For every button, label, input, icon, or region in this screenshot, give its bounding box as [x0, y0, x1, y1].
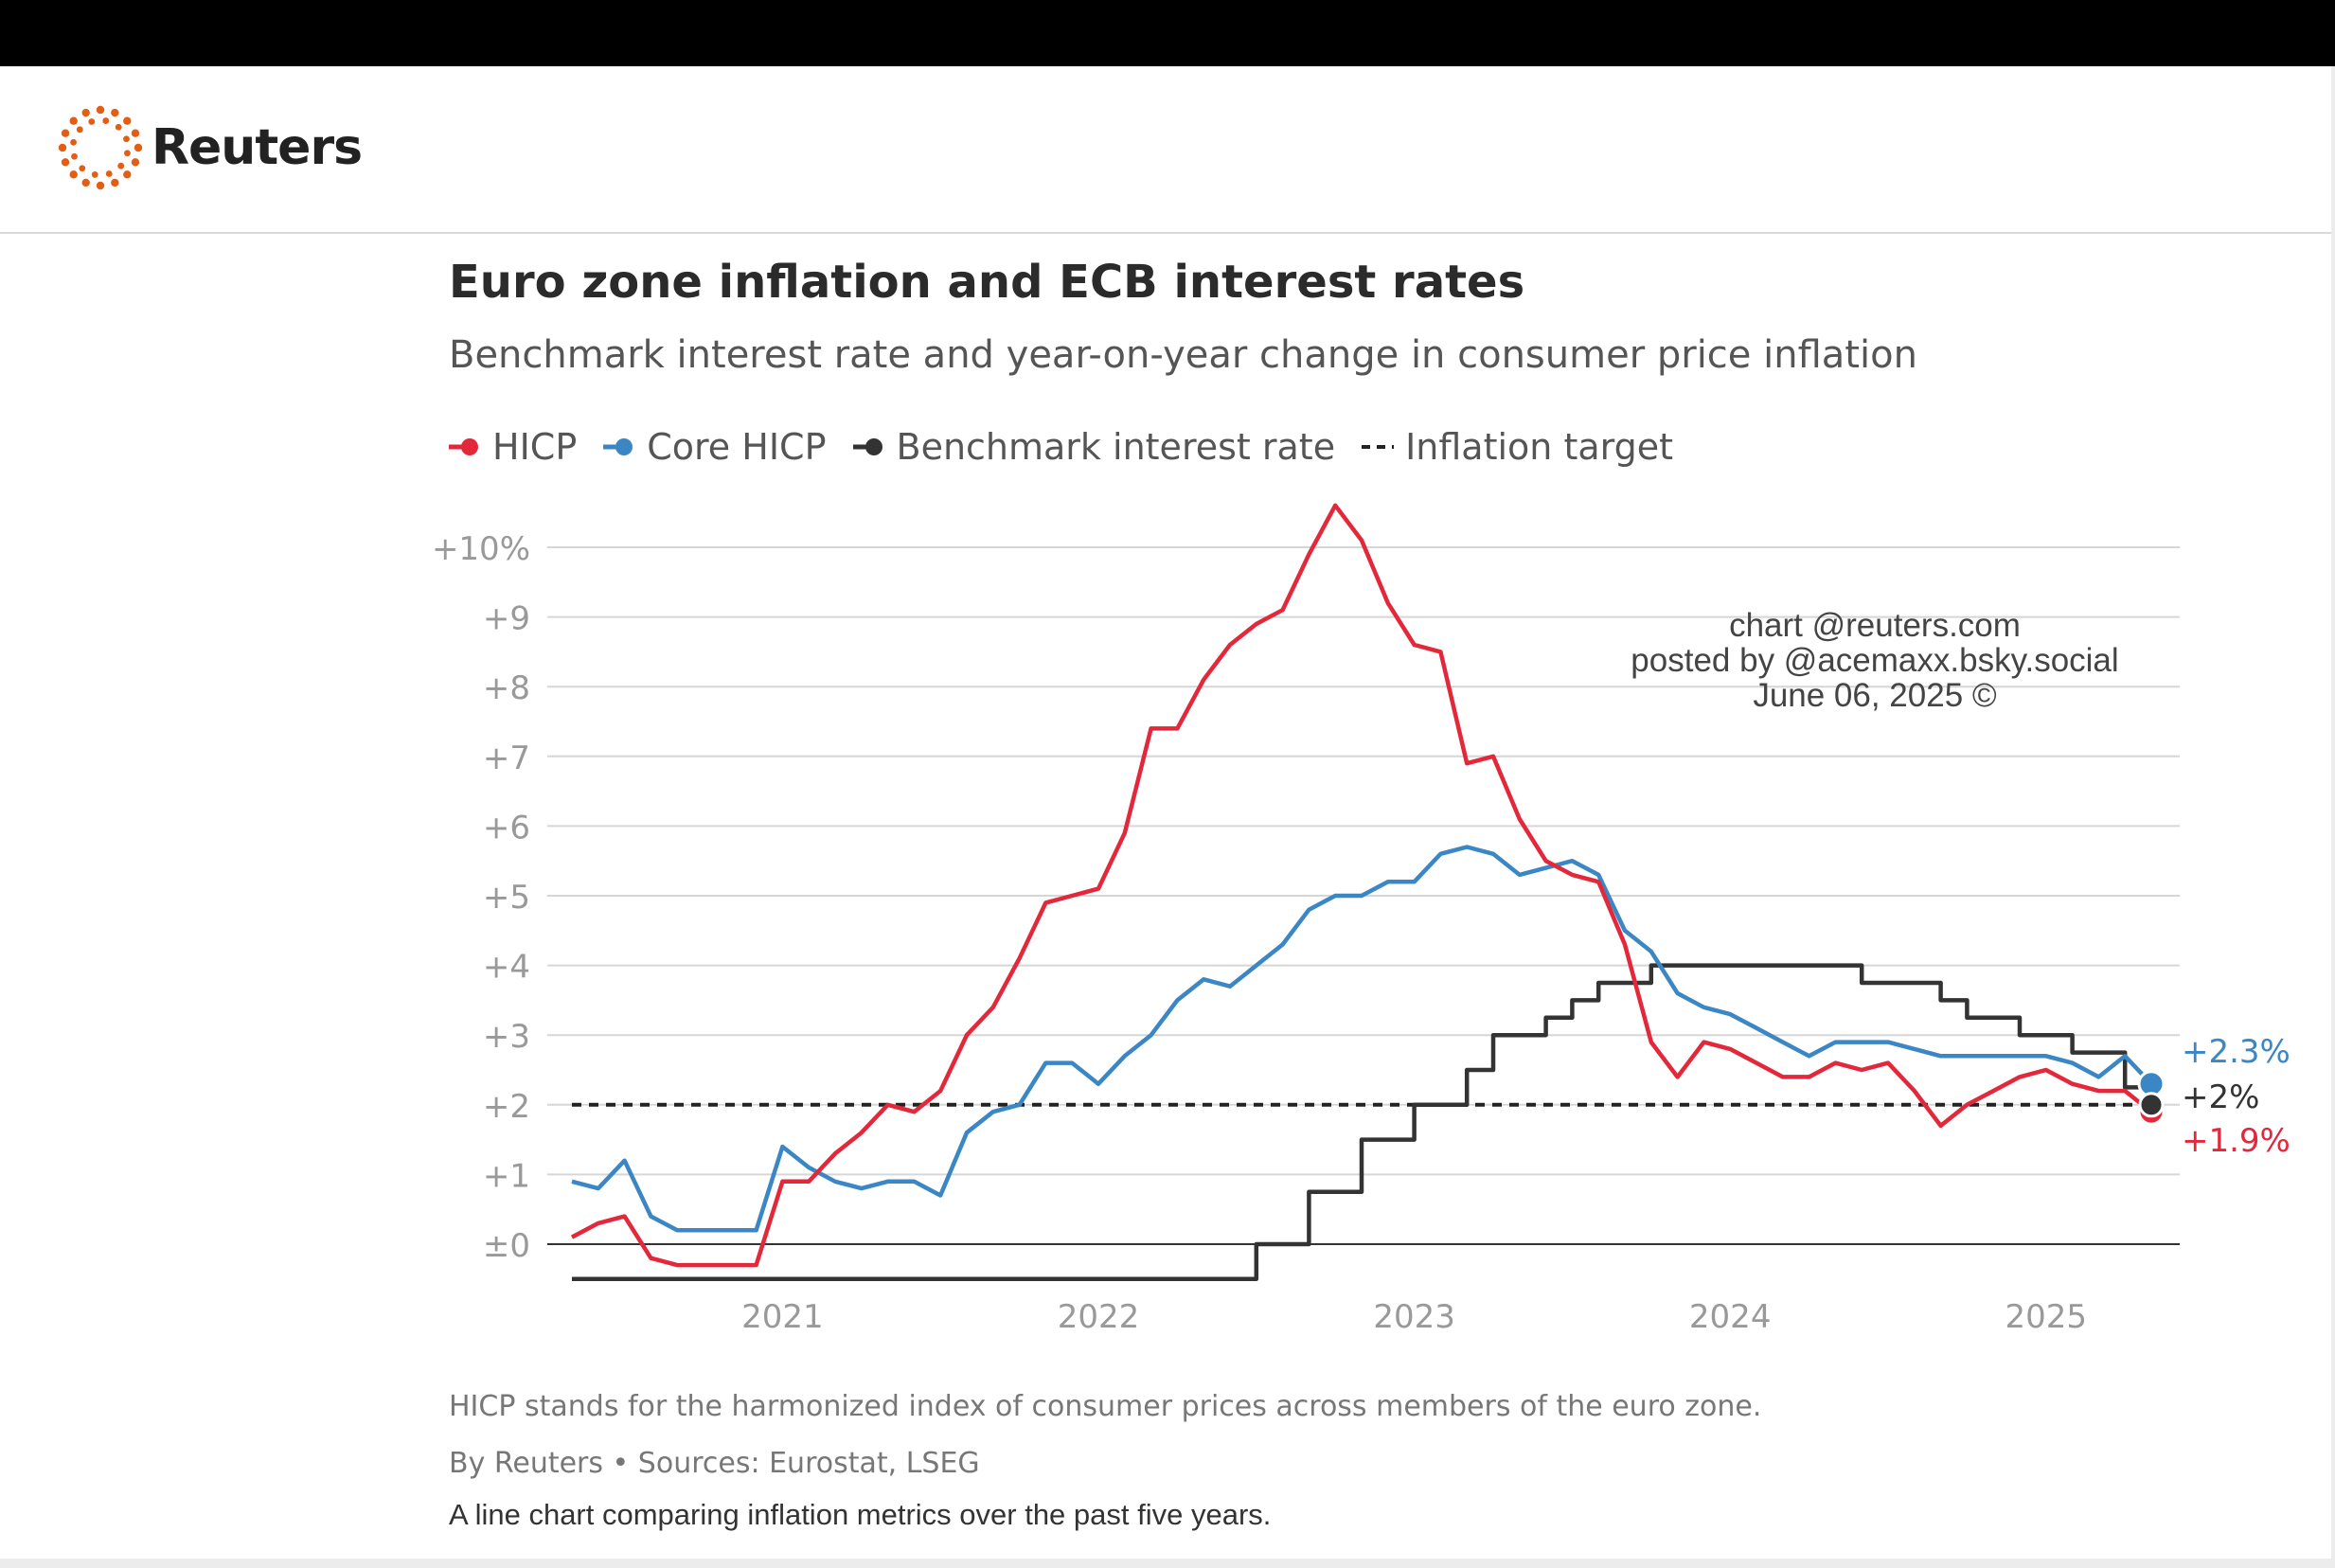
logo-dot — [69, 170, 78, 179]
logo-dot — [111, 178, 119, 187]
logo-dot — [61, 129, 70, 137]
logo-wordmark: Reuters — [152, 119, 363, 176]
chart-credit: By Reuters • Sources: Eurostat, LSEG — [449, 1447, 980, 1480]
legend-label: Core HICP — [647, 426, 827, 468]
logo-dot — [111, 108, 119, 117]
logo-dot — [76, 126, 83, 134]
logo-dot — [81, 178, 90, 187]
logo-dot — [71, 152, 78, 160]
end-value-label: +2% — [2182, 1078, 2259, 1116]
x-tick-label: 2025 — [2005, 1298, 2088, 1336]
legend-label: HICP — [492, 426, 578, 468]
logo-dot — [102, 117, 110, 124]
reuters-logo[interactable]: Reuters — [57, 104, 363, 191]
legend-item: Core HICP — [601, 426, 827, 468]
x-tick-label: 2023 — [1373, 1298, 1455, 1336]
watermark-line: posted by @acemaxx.bsky.social — [1631, 642, 2119, 679]
legend-item: HICP — [447, 426, 577, 468]
logo-dot — [134, 143, 143, 152]
legend-dot — [615, 438, 633, 455]
logo-dot — [115, 123, 122, 131]
logo-dot — [123, 170, 132, 179]
end-value-label: +2.3% — [2182, 1033, 2290, 1071]
y-tick-label: +2 — [483, 1088, 530, 1126]
legend-swatch-icon — [1362, 445, 1395, 449]
x-tick-label: 2022 — [1058, 1298, 1140, 1336]
top-black-bar — [0, 0, 2335, 66]
logo-dot — [124, 150, 131, 157]
logo-dot — [117, 162, 125, 169]
y-tick-label: +1 — [483, 1157, 530, 1195]
y-tick-label: +9 — [483, 600, 530, 638]
reuters-logo-icon — [58, 105, 143, 190]
chart-caption: A line chart comparing inflation metrics… — [449, 1498, 1272, 1531]
logo-dot — [69, 116, 78, 125]
y-tick-label: +4 — [483, 949, 530, 987]
chart-title: Euro zone inflation and ECB interest rat… — [449, 256, 1525, 309]
interest-rate-series-line — [572, 963, 2154, 1282]
logo-dot — [131, 158, 140, 167]
legend-swatch-icon — [449, 438, 478, 455]
legend-item: Benchmark interest rate — [851, 426, 1336, 468]
y-tick-label: +7 — [483, 739, 530, 777]
hicp-series-line — [570, 503, 2153, 1268]
logo-dot — [91, 171, 98, 178]
legend-swatch-icon — [852, 438, 882, 455]
watermark-line: June 06, 2025 © — [1753, 677, 1997, 714]
logo-dot — [105, 170, 113, 177]
bottom-band — [0, 1559, 2335, 1568]
end-value-label: +1.9% — [2182, 1122, 2290, 1160]
legend-swatch-icon — [603, 438, 633, 455]
logo-dot — [123, 116, 132, 125]
x-tick-label: 2024 — [1689, 1298, 1772, 1336]
logo-dot — [96, 105, 105, 115]
chart-footnote: HICP stands for the harmonized index of … — [449, 1390, 1762, 1423]
chart-legend: HICP Core HICP Benchmark interest rate Infl… — [447, 426, 1698, 468]
watermark-text: chart @reuters.com posted by @acemaxx.bs… — [1562, 608, 2187, 713]
core-hicp-series-line — [571, 845, 2153, 1233]
y-tick-label: +10% — [432, 530, 530, 568]
watermark-line: chart @reuters.com — [1729, 607, 2021, 644]
logo-dot — [96, 181, 105, 190]
logo-dot — [88, 118, 96, 125]
logo-dot — [70, 138, 77, 146]
y-tick-label: +5 — [483, 879, 530, 917]
logo-dot — [61, 158, 70, 167]
site-header: Reuters — [0, 66, 2335, 234]
logo-dot — [81, 108, 90, 117]
y-tick-label: +8 — [483, 669, 530, 707]
logo-dot — [58, 143, 67, 152]
series-end-marker — [2138, 1092, 2165, 1118]
legend-label: Inflation target — [1405, 426, 1673, 468]
chart-subtitle: Benchmark interest rate and year-on-year… — [449, 333, 1917, 377]
legend-dot — [864, 438, 882, 455]
y-tick-label: +3 — [483, 1018, 530, 1056]
logo-dot — [131, 129, 140, 137]
page-edge — [2331, 66, 2335, 1568]
logo-dot — [123, 135, 130, 143]
x-tick-label: 2021 — [741, 1298, 824, 1336]
legend-dot — [461, 438, 478, 455]
y-tick-label: +6 — [483, 809, 530, 846]
legend-label: Benchmark interest rate — [896, 426, 1336, 468]
legend-item: Inflation target — [1360, 426, 1673, 468]
logo-dot — [79, 165, 86, 172]
y-tick-label: ±0 — [483, 1227, 530, 1265]
